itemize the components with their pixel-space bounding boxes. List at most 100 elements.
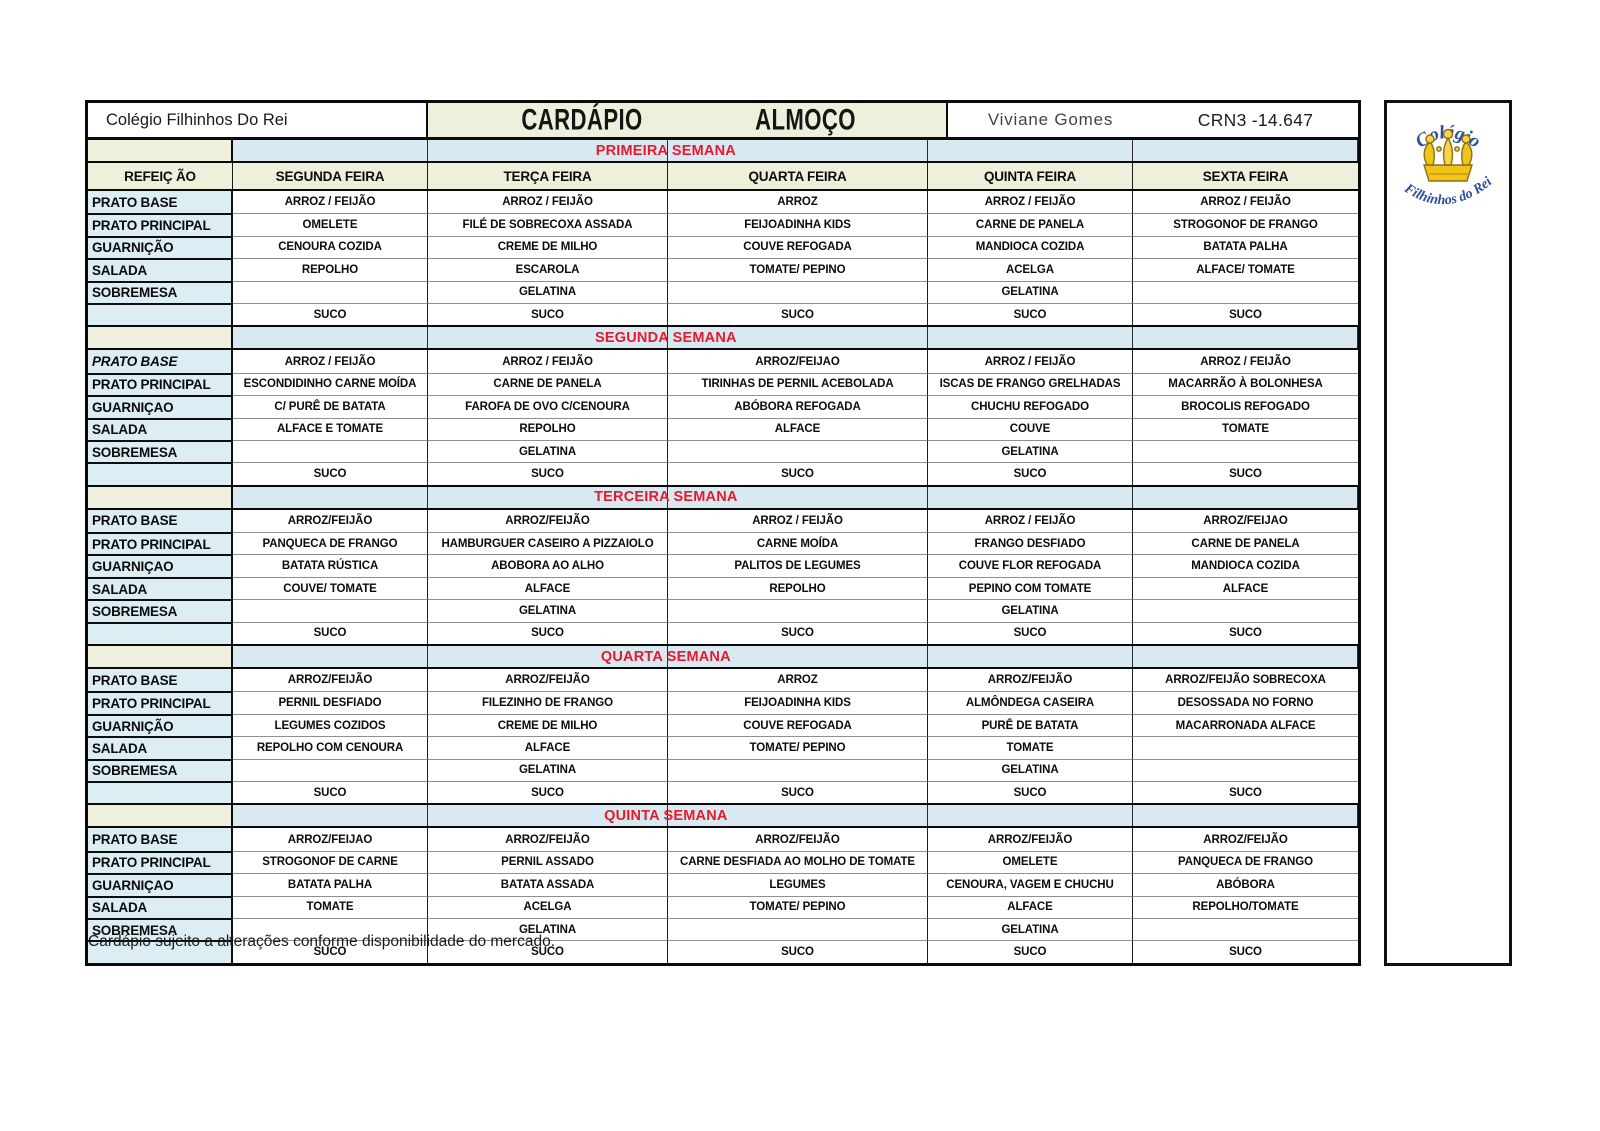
menu-cell: GELATINA: [928, 280, 1133, 303]
banner-cell: [233, 327, 428, 349]
menu-cell: GELATINA: [428, 917, 668, 941]
banner-cell: [928, 486, 1133, 508]
menu-cell: ARROZ / FEIJÃO: [928, 191, 1133, 214]
menu-cell: SUCO: [233, 462, 428, 485]
menu-cell: COUVE REFOGADA: [668, 713, 928, 737]
menu-cell: HAMBURGUER CASEIRO A PIZZAIOLO: [428, 532, 668, 555]
menu-cell: ARROZ / FEIJÃO: [928, 350, 1133, 373]
menu-cell: TOMATE/ PEPINO: [668, 736, 928, 759]
banner-cell: [928, 805, 1133, 827]
day-header: TERÇA FEIRA: [428, 163, 668, 189]
menu-cell: CARNE DE PANELA: [428, 372, 668, 396]
menu-cell: ARROZ / FEIJÃO: [668, 509, 928, 533]
menu-cell: GELATINA: [928, 599, 1133, 622]
school-name: Colégio Filhinhos Do Rei: [88, 103, 428, 137]
banner-cell: [668, 486, 928, 508]
menu-cell: REPOLHO: [428, 417, 668, 440]
menu-cell: [1133, 917, 1358, 941]
menu-cell: REPOLHO: [233, 258, 428, 281]
menu-cell: PERNIL DESFIADO: [233, 691, 428, 714]
menu-cell: TOMATE: [1133, 417, 1358, 440]
menu-cell: [668, 599, 928, 622]
row-label: SALADA: [88, 895, 233, 918]
week-banner-row: QUARTA SEMANA: [88, 644, 1358, 668]
menu-cell: PANQUECA DE FRANGO: [233, 532, 428, 555]
menu-cell: ARROZ/FEIJAO: [1133, 509, 1358, 533]
banner-cell: [233, 140, 428, 161]
menu-cell: BATATA ASSADA: [428, 873, 668, 896]
row-label: PRATO BASE: [88, 191, 233, 214]
row-label: PRATO BASE: [88, 509, 233, 533]
menu-cell: SUCO: [428, 302, 668, 326]
menu-cell: SUCO: [233, 780, 428, 804]
week-grid: PRATO BASE ARROZ/FEIJÃO ARROZ/FEIJÃO ARROZ …: [88, 507, 1358, 645]
menu-cell: [233, 439, 428, 463]
menu-cell: ARROZ/FEIJAO: [668, 350, 928, 373]
banner-cell: [928, 646, 1133, 668]
week-banner-row: TERCEIRA SEMANA: [88, 484, 1358, 508]
menu-cell: SUCO: [928, 462, 1133, 485]
menu-cell: CARNE MOÍDA: [668, 532, 928, 555]
menu-cell: ARROZ / FEIJÃO: [233, 191, 428, 214]
menu-cell: STROGONOF DE CARNE: [233, 850, 428, 874]
week-grid: PRATO BASE ARROZ / FEIJÃO ARROZ / FEIJÃO AR…: [88, 348, 1358, 485]
menu-cell: CREME DE MILHO: [428, 235, 668, 259]
week-title: QUINTA SEMANA: [604, 807, 728, 824]
menu-cell: GELATINA: [928, 917, 1133, 941]
banner-cell: [1133, 646, 1358, 668]
menu-cell: SUCO: [1133, 621, 1358, 645]
menu-cell: TOMATE: [928, 736, 1133, 759]
menu-cell: [233, 917, 428, 941]
day-header: SEXTA FEIRA: [1133, 163, 1358, 189]
menu-cell: ARROZ: [668, 669, 928, 692]
menu-cell: ARROZ/FEIJÃO SOBRECOXA: [1133, 669, 1358, 692]
menu-cell: SUCO: [928, 780, 1133, 804]
menu-cell: SUCO: [1133, 780, 1358, 804]
menu-cell: GELATINA: [928, 439, 1133, 463]
week-banner-row: QUINTA SEMANA: [88, 803, 1358, 827]
menu-cell: ALFACE: [928, 895, 1133, 918]
menu-cell: ALFACE/ TOMATE: [1133, 258, 1358, 281]
row-label: [88, 940, 233, 963]
crn-number: CRN3 -14.647: [1197, 109, 1314, 130]
row-label: [88, 302, 233, 326]
menu-cell: COUVE/ TOMATE: [233, 576, 428, 600]
row-label: [88, 462, 233, 485]
row-label: PRATO PRINCIPAL: [88, 850, 233, 874]
menu-cell: ARROZ/FEIJAO: [233, 828, 428, 851]
title-row: Colégio Filhinhos Do Rei CARDÁPIO ALMOÇO…: [88, 103, 1358, 140]
menu-cell: ACELGA: [928, 258, 1133, 281]
menu-cell: STROGONOF DE FRANGO: [1133, 213, 1358, 236]
day-header-row: REFEIÇ ÃO SEGUNDA FEIRA TERÇA FEIRA QUARTA …: [88, 161, 1358, 189]
menu-cell: TOMATE: [233, 895, 428, 918]
menu-cell: ARROZ / FEIJÃO: [428, 350, 668, 373]
menu-cell: CARNE DESFIADA AO MOLHO DE TOMATE: [668, 850, 928, 874]
menu-cell: SUCO: [233, 302, 428, 326]
menu-cell: [1133, 280, 1358, 303]
menu-cell: REPOLHO/TOMATE: [1133, 895, 1358, 918]
row-label: PRATO BASE: [88, 828, 233, 851]
day-header: QUINTA FEIRA: [928, 163, 1133, 189]
banner-cell: [668, 805, 928, 827]
menu-cell: ARROZ/FEIJÃO: [428, 828, 668, 851]
menu-cell: [668, 917, 928, 941]
menu-cell: SUCO: [668, 940, 928, 963]
menu-cell: SUCO: [928, 302, 1133, 326]
week-grid: PRATO BASE ARROZ / FEIJÃO ARROZ / FEIJÃO AR…: [88, 189, 1358, 326]
menu-cell: ALFACE E TOMATE: [233, 417, 428, 440]
menu-cell: REPOLHO: [668, 576, 928, 600]
row-label: [88, 780, 233, 804]
week-title: PRIMEIRA SEMANA: [595, 142, 736, 159]
week-grid: PRATO BASE ARROZ/FEIJÃO ARROZ/FEIJÃO ARROZ A…: [88, 667, 1358, 804]
menu-cell: SUCO: [428, 940, 668, 963]
banner-cell: [88, 805, 233, 827]
menu-cell: ALFACE: [428, 736, 668, 759]
menu-cell: GELATINA: [928, 758, 1133, 781]
menu-body: PRIMEIRA SEMANA REFEIÇ ÃO SEGUNDA FEIRA TER…: [88, 140, 1358, 963]
menu-cell: OMELETE: [233, 213, 428, 236]
row-label: SALADA: [88, 736, 233, 759]
menu-cell: TOMATE/ PEPINO: [668, 258, 928, 281]
menu-cell: CENOURA, VAGEM E CHUCHU: [928, 873, 1133, 896]
menu-cell: ALMÔNDEGA CASEIRA: [928, 691, 1133, 714]
banner-cell: [1133, 805, 1358, 827]
